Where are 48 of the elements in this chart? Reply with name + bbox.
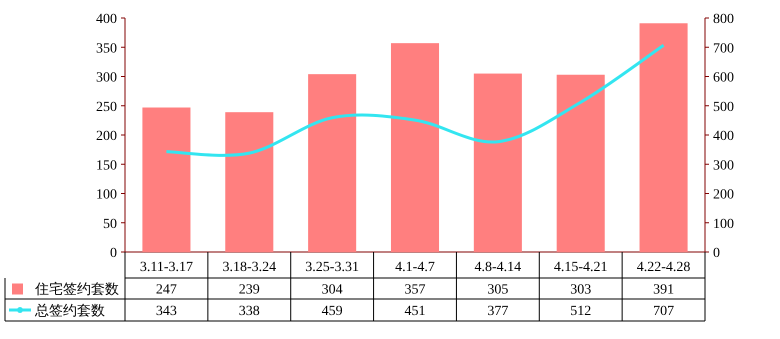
data-label: 239 bbox=[238, 282, 260, 298]
legend-label: 总签约套数 bbox=[34, 302, 105, 318]
x-tick-label: 4.1-4.7 bbox=[395, 260, 435, 275]
y2-tick-label: 200 bbox=[713, 188, 734, 202]
data-label: 305 bbox=[487, 282, 508, 298]
data-label: 707 bbox=[653, 304, 674, 319]
y2-tick-label: 0 bbox=[713, 246, 720, 261]
x-tick-label: 3.11-3.17 bbox=[140, 260, 194, 275]
y2-tick-label: 600 bbox=[713, 70, 734, 86]
x-tick-label: 4.8-4.14 bbox=[474, 260, 522, 275]
y2-tick-label: 700 bbox=[713, 41, 734, 56]
data-label: 343 bbox=[156, 304, 177, 319]
bar bbox=[474, 74, 522, 252]
y-tick-label: 400 bbox=[96, 12, 117, 27]
data-label: 303 bbox=[570, 282, 592, 298]
data-label: 512 bbox=[570, 304, 592, 319]
data-label: 304 bbox=[322, 282, 343, 298]
bar bbox=[390, 43, 440, 252]
y-tick-label: 350 bbox=[96, 41, 117, 56]
legend-label: 住宅签约套数 bbox=[34, 280, 119, 296]
y2-tick-label: 500 bbox=[713, 100, 734, 115]
y2-tick-label: 300 bbox=[713, 158, 734, 174]
bar bbox=[640, 23, 688, 252]
data-label: 459 bbox=[322, 304, 343, 319]
data-label: 357 bbox=[404, 282, 426, 298]
data-label: 377 bbox=[487, 304, 508, 319]
x-tick-label: 4.15-4.21 bbox=[554, 260, 608, 275]
y-tick-label: 50 bbox=[103, 216, 117, 232]
bar bbox=[556, 74, 605, 252]
y-tick-label: 250 bbox=[96, 100, 117, 115]
y-tick-label: 200 bbox=[96, 129, 117, 144]
bar bbox=[308, 74, 356, 252]
y2-tick-label: 400 bbox=[713, 129, 734, 144]
y-tick-label: 0 bbox=[110, 246, 117, 261]
data-label: 451 bbox=[404, 304, 426, 319]
y2-tick-label: 800 bbox=[713, 12, 734, 27]
y-tick-label: 300 bbox=[96, 70, 117, 86]
data-label: 247 bbox=[156, 282, 177, 298]
x-tick-label: 3.25-3.31 bbox=[305, 260, 359, 275]
bar bbox=[142, 108, 190, 252]
x-tick-label: 4.22-4.28 bbox=[636, 260, 690, 275]
y-tick-label: 150 bbox=[96, 158, 117, 174]
y2-tick-label: 100 bbox=[713, 216, 734, 232]
bar bbox=[225, 112, 274, 252]
x-tick-label: 3.18-3.24 bbox=[222, 260, 276, 275]
data-label: 391 bbox=[653, 282, 674, 298]
y-tick-label: 100 bbox=[96, 188, 117, 202]
data-label: 338 bbox=[238, 304, 260, 319]
